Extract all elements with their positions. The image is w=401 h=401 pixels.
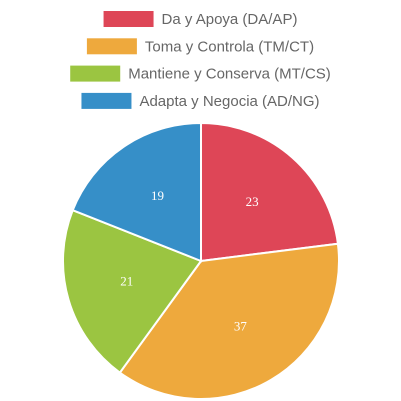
data-label: 23 <box>246 194 259 209</box>
legend-item: Toma y Controla (TM/CT) <box>86 38 314 55</box>
data-label: 37 <box>234 319 248 334</box>
pie-slice <box>200 121 340 263</box>
pie-slice <box>118 242 340 400</box>
legend-item: Adapta y Negocia (AD/NG) <box>81 92 320 110</box>
data-label: 21 <box>120 274 133 289</box>
pie-slice <box>62 208 203 375</box>
legend-label: Mantiene y Conserva (MT/CS) <box>128 66 331 83</box>
legend-swatch <box>81 92 132 109</box>
legend-swatch <box>103 11 154 27</box>
pie-slice <box>71 121 202 263</box>
legend-swatch <box>86 38 137 55</box>
legend-label: Da y Apoya (DA/AP) <box>162 11 298 28</box>
data-label: 19 <box>151 188 164 203</box>
legend: Da y Apoya (DA/AP) Toma y Controla (TM/CT… <box>70 11 331 110</box>
legend-label: Adapta y Negocia (AD/NG) <box>139 93 319 110</box>
legend-label: Toma y Controla (TM/CT) <box>145 38 314 55</box>
legend-item: Da y Apoya (DA/AP) <box>103 11 298 28</box>
legend-item: Mantiene y Conserva (MT/CS) <box>70 66 331 83</box>
legend-swatch <box>70 65 121 82</box>
